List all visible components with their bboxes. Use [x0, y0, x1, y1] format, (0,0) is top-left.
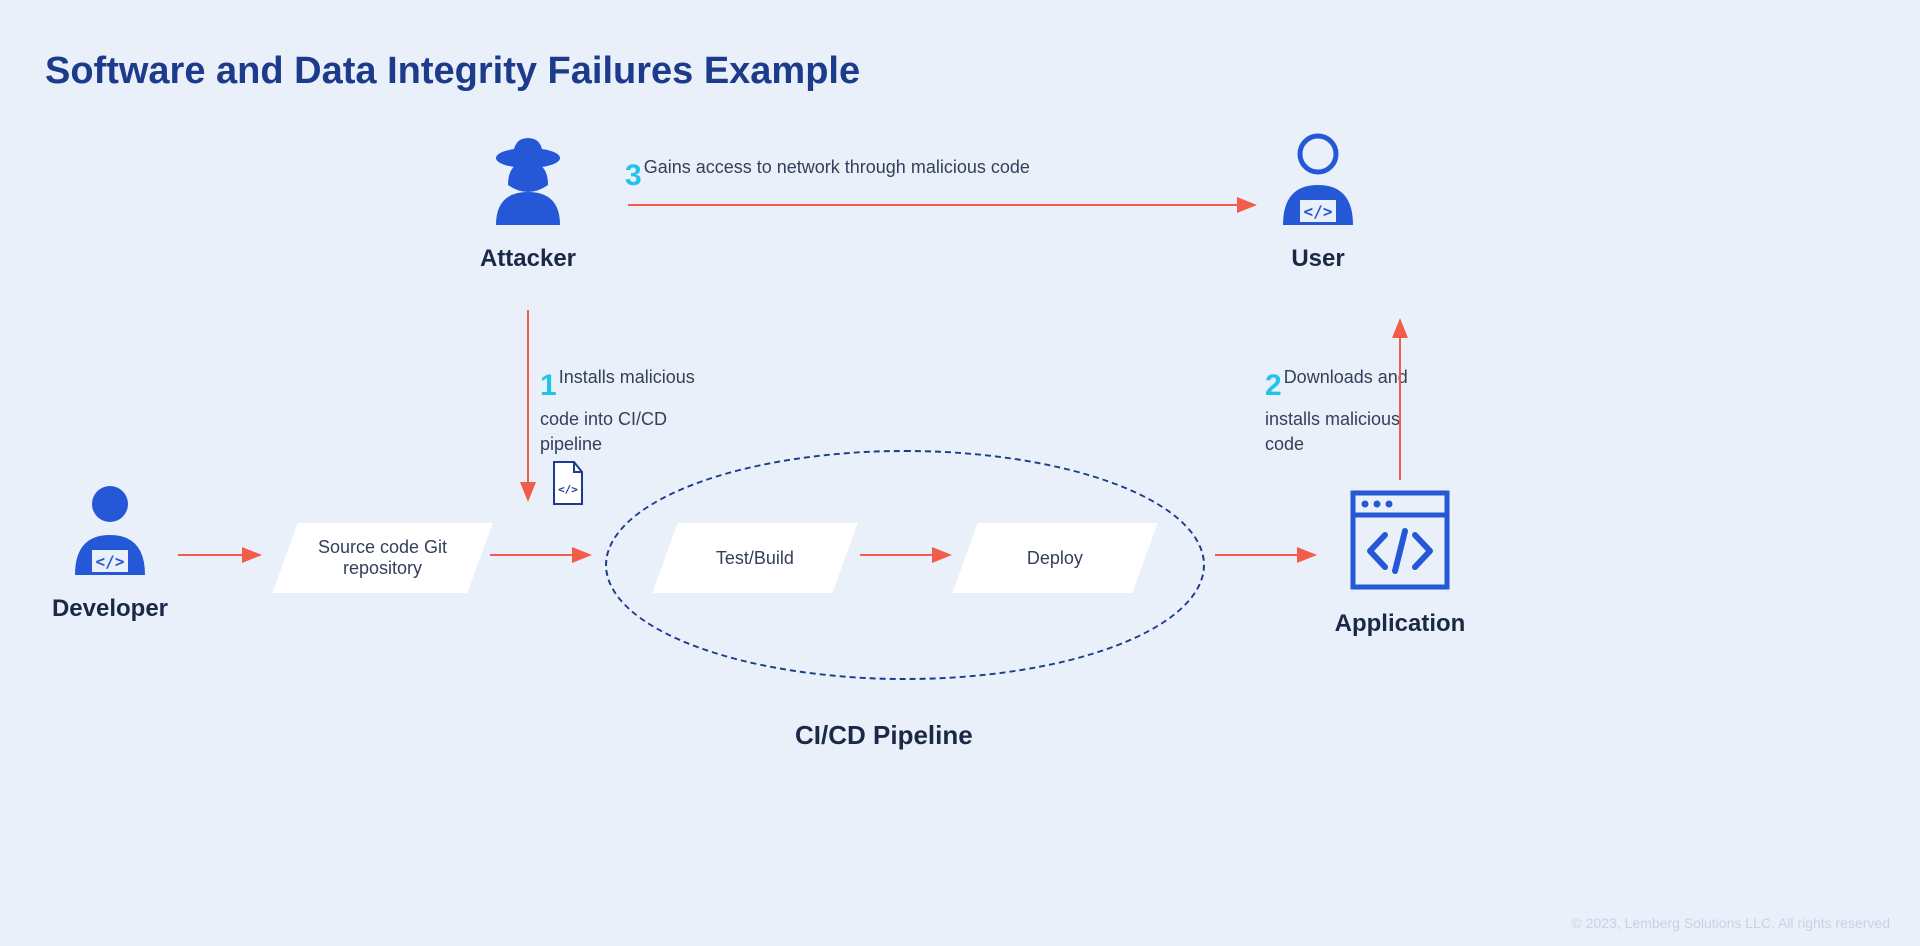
attacker-icon	[478, 130, 578, 230]
user-label: User	[1258, 245, 1378, 273]
attacker-label: Attacker	[468, 245, 588, 273]
application-icon	[1345, 485, 1455, 595]
user-actor: </> User	[1258, 130, 1378, 273]
step-3-text: Gains access to network through maliciou…	[644, 157, 1030, 177]
test-box-label: Test/Build	[706, 548, 804, 569]
page-title: Software and Data Integrity Failures Exa…	[45, 50, 860, 93]
svg-text:</>: </>	[558, 483, 578, 496]
svg-text:</>: </>	[1304, 202, 1333, 221]
test-box: Test/Build	[652, 523, 857, 593]
step-1-num: 1	[540, 365, 557, 407]
svg-text:</>: </>	[96, 552, 125, 571]
copyright-text: © 2023, Lemberg Solutions LLC. All right…	[1572, 915, 1891, 931]
deploy-box: Deploy	[952, 523, 1157, 593]
step-1-text: Installs malicious code into CI/CD pipel…	[540, 367, 695, 454]
user-icon: </>	[1268, 130, 1368, 230]
step-3-num: 3	[625, 155, 642, 197]
malicious-doc-icon: </>	[550, 460, 586, 506]
source-box-label: Source code Git repository	[285, 537, 480, 579]
developer-icon: </>	[60, 480, 160, 580]
step-2-num: 2	[1265, 365, 1282, 407]
developer-actor: </> Developer	[40, 480, 180, 623]
deploy-box-label: Deploy	[1017, 548, 1093, 569]
step-2-label: 2Downloads and installs malicious code	[1265, 365, 1425, 457]
step-3-label: 3Gains access to network through malicio…	[625, 155, 1125, 197]
pipeline-label: CI/CD Pipeline	[795, 720, 973, 751]
developer-label: Developer	[40, 595, 180, 623]
step-1-label: 1Installs malicious code into CI/CD pipe…	[540, 365, 720, 457]
application-label: Application	[1325, 610, 1475, 638]
attacker-actor: Attacker	[468, 130, 588, 273]
source-box: Source code Git repository	[272, 523, 492, 593]
step-2-text: Downloads and installs malicious code	[1265, 367, 1408, 454]
application-actor: Application	[1325, 485, 1475, 638]
